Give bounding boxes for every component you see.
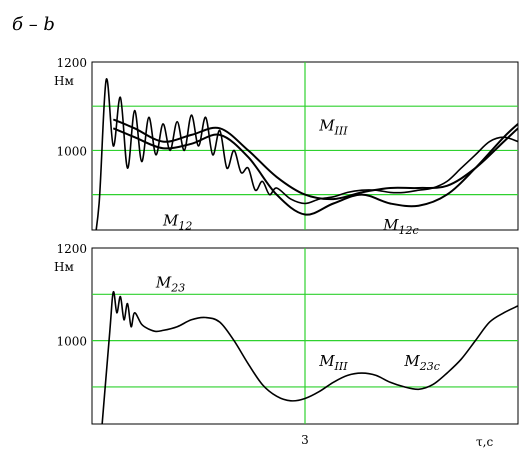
grid-bottom xyxy=(92,248,518,424)
y-unit-label-top: Нм xyxy=(54,74,74,88)
annotation-subscript: III xyxy=(334,125,349,138)
annotation-label: MIII xyxy=(318,117,348,138)
annotations-top: M12 MIII M12c xyxy=(162,117,419,237)
chart-bottom: 1200 1000 Нм 3 τ,c M23 MIII M23c xyxy=(54,242,519,449)
annotation-label: M23c xyxy=(403,352,440,373)
series-line xyxy=(95,78,518,230)
annotation-label: M12c xyxy=(382,216,419,237)
annotation-subscript: 23 xyxy=(170,281,185,294)
chart-top: 1200 1000 Нм M12 MIII M12c xyxy=(54,56,519,237)
y-ticks-top: 1200 1000 xyxy=(56,56,87,158)
figure-caption: б – b xyxy=(12,14,55,35)
x-axis-label: τ,c xyxy=(476,435,493,449)
annotation-subscript: 23c xyxy=(419,360,440,373)
annotation-label: M23 xyxy=(155,273,185,294)
y-unit-label-bottom: Нм xyxy=(54,260,74,274)
y-tick-label: 1200 xyxy=(56,242,87,256)
series-top xyxy=(95,78,518,230)
x-ticks-bottom: 3 xyxy=(301,433,309,447)
y-tick-label: 1200 xyxy=(56,56,87,70)
annotations-bottom: M23 MIII M23c xyxy=(155,273,440,373)
x-tick-label: 3 xyxy=(301,433,309,447)
series-line xyxy=(112,118,518,201)
y-tick-label: 1000 xyxy=(56,335,87,349)
annotation-subscript: III xyxy=(334,360,349,373)
series-line xyxy=(101,291,518,424)
series-line xyxy=(112,123,518,216)
y-tick-label: 1000 xyxy=(56,144,87,158)
y-ticks-bottom: 1200 1000 xyxy=(56,242,87,349)
annotation-subscript: 12 xyxy=(178,220,192,233)
annotation-label: MIII xyxy=(318,352,348,373)
annotation-label: M12 xyxy=(162,212,192,233)
series-bottom xyxy=(101,291,518,424)
annotation-subscript: 12c xyxy=(398,224,418,237)
